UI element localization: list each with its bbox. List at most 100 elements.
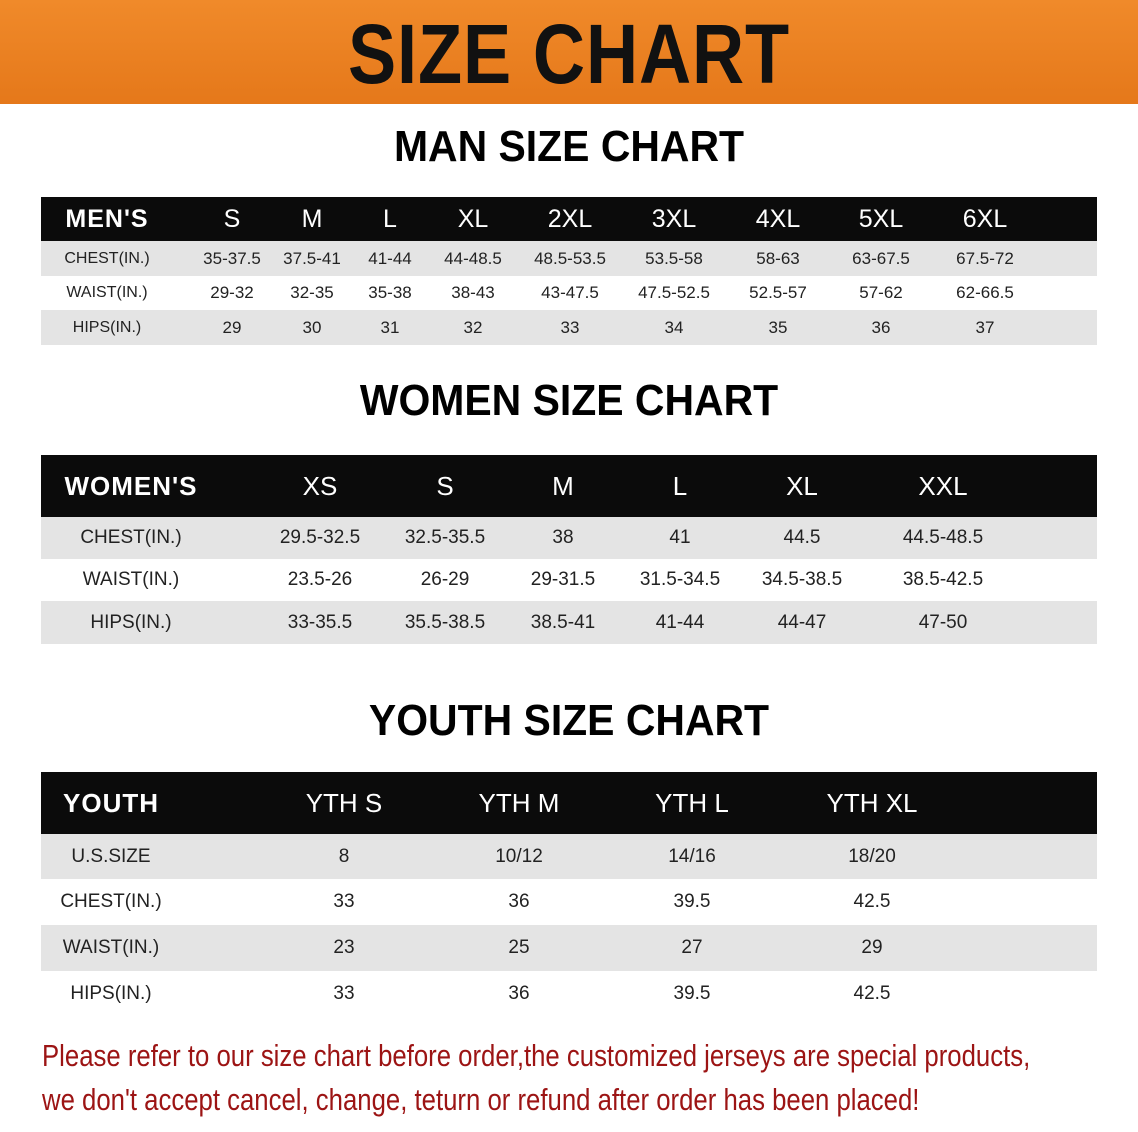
- table-cell: 33-35.5: [287, 611, 353, 633]
- size-header-cell: S: [223, 204, 241, 233]
- table-title-cell: MEN'S: [65, 204, 149, 233]
- table-cell: 14/16: [668, 845, 716, 867]
- table-cell: 42.5: [853, 891, 891, 912]
- measurement-label: HIPS(IN.): [72, 318, 142, 336]
- measurement-label: WAIST(IN.): [82, 569, 180, 590]
- table-cell: 29: [222, 317, 242, 337]
- table-title-cell: YOUTH: [63, 787, 159, 818]
- table-cell: 33: [560, 317, 580, 337]
- title-banner: SIZE CHART: [0, 0, 1138, 104]
- table-cell: 36: [871, 317, 891, 337]
- size-header-cell: L: [672, 470, 688, 501]
- table-row: HIPS(IN.) 29 30 31 32 33 34 35 36 37: [41, 310, 1097, 345]
- table-cell: 29.5-32.5: [279, 527, 361, 548]
- table-row: CHEST(IN.) 35-37.5 37.5-41 41-44 44-48.5 48.5…: [41, 241, 1097, 276]
- size-header-cell: XXL: [918, 470, 968, 501]
- table-cell: 57-62: [859, 283, 903, 302]
- table-cell: 36: [508, 982, 530, 1004]
- table-cell: 39.5: [673, 891, 711, 912]
- table-cell: 38.5-42.5: [902, 569, 984, 590]
- table-cell: 34: [664, 317, 684, 337]
- size-header-cell: M: [301, 204, 323, 233]
- youth-heading: YOUTH SIZE CHART: [368, 696, 770, 745]
- page-title: SIZE CHART: [347, 7, 791, 101]
- table-cell: 32: [463, 317, 483, 337]
- table-row: HIPS(IN.) 33-35.5 35.5-38.5 38.5-41 41-44 44-…: [41, 601, 1097, 644]
- size-header-cell: XS: [302, 470, 338, 501]
- table-cell: 35-38: [368, 283, 412, 302]
- table-cell: 33: [333, 891, 355, 912]
- table-row: U.S.SIZE 8 10/12 14/16 18/20: [41, 834, 1097, 879]
- table-header-row: MEN'S S M L XL 2XL 3XL 4XL 5XL 6XL: [41, 197, 1097, 241]
- size-header-cell: YTH XL: [826, 787, 918, 818]
- table-cell: 33: [333, 982, 355, 1004]
- size-header-cell: YTH L: [655, 787, 729, 818]
- table-cell: 25: [508, 937, 530, 958]
- table-cell: 48.5-53.5: [534, 248, 606, 268]
- table-cell: 29-31.5: [530, 569, 596, 590]
- table-cell: 44.5-48.5: [902, 527, 984, 548]
- women-heading: WOMEN SIZE CHART: [359, 376, 779, 425]
- measurement-label: HIPS(IN.): [90, 611, 172, 633]
- table-cell: 44-47: [777, 611, 827, 633]
- table-cell: 26-29: [420, 569, 470, 590]
- size-header-cell: 5XL: [858, 204, 904, 233]
- table-cell: 63-67.5: [852, 248, 910, 268]
- table-cell: 35.5-38.5: [404, 611, 486, 633]
- size-header-cell: 3XL: [651, 204, 697, 233]
- table-cell: 47.5-52.5: [638, 283, 710, 302]
- table-cell: 36: [508, 891, 530, 912]
- table-cell: 31: [380, 317, 400, 337]
- size-header-cell: 2XL: [547, 204, 593, 233]
- table-row: WAIST(IN.) 23.5-26 26-29 29-31.5 31.5-34.5 34…: [41, 559, 1097, 601]
- table-header-row: WOMEN'S XS S M L XL XXL: [41, 455, 1097, 517]
- table-cell: 42.5: [853, 982, 891, 1004]
- table-cell: 41-44: [655, 611, 705, 633]
- order-notice-line-2: we don't accept cancel, change, teturn o…: [42, 1082, 920, 1117]
- table-row: CHEST(IN.) 29.5-32.5 32.5-35.5 38 41 44.5 44.5…: [41, 517, 1097, 559]
- table-cell: 38.5-41: [530, 611, 596, 633]
- table-row: CHEST(IN.) 33 36 39.5 42.5: [41, 879, 1097, 925]
- table-cell: 35-37.5: [203, 248, 261, 268]
- table-row: HIPS(IN.) 33 36 39.5 42.5: [41, 971, 1097, 1016]
- table-cell: 32-35: [290, 283, 334, 302]
- table-cell: 47-50: [918, 611, 968, 633]
- table-cell: 23.5-26: [287, 569, 353, 590]
- table-row: WAIST(IN.) 29-32 32-35 35-38 38-43 43-47.5 47.…: [41, 276, 1097, 310]
- table-cell: 62-66.5: [956, 283, 1014, 302]
- measurement-label: CHEST(IN.): [80, 527, 182, 548]
- order-notice-line-1: Please refer to our size chart before or…: [42, 1038, 1031, 1073]
- table-cell: 53.5-58: [645, 248, 703, 268]
- table-cell: 31.5-34.5: [639, 569, 721, 590]
- table-cell: 52.5-57: [749, 283, 807, 302]
- measurement-label: WAIST(IN.): [62, 937, 160, 958]
- measurement-label: WAIST(IN.): [66, 284, 148, 301]
- size-header-cell: XL: [786, 470, 818, 501]
- table-cell: 43-47.5: [541, 283, 599, 302]
- size-header-cell: YTH S: [305, 787, 383, 818]
- table-cell: 8: [338, 845, 350, 867]
- table-header-row: YOUTH YTH S YTH M YTH L YTH XL: [41, 772, 1097, 834]
- measurement-label: CHEST(IN.): [60, 891, 162, 912]
- measurement-label: CHEST(IN.): [64, 249, 150, 267]
- table-cell: 58-63: [756, 248, 800, 268]
- measurement-label: U.S.SIZE: [71, 845, 151, 867]
- table-cell: 30: [302, 317, 322, 337]
- table-cell: 44-48.5: [444, 248, 502, 268]
- size-header-cell: 4XL: [755, 204, 801, 233]
- table-cell: 37: [975, 317, 995, 337]
- table-title-cell: WOMEN'S: [64, 470, 198, 501]
- size-header-cell: 6XL: [962, 204, 1008, 233]
- table-cell: 23: [333, 937, 355, 958]
- table-cell: 67.5-72: [956, 248, 1014, 268]
- table-cell: 39.5: [673, 982, 711, 1004]
- table-cell: 38-43: [451, 283, 495, 302]
- men-heading: MAN SIZE CHART: [393, 122, 745, 171]
- table-cell: 34.5-38.5: [761, 569, 843, 590]
- size-header-cell: L: [383, 204, 397, 233]
- measurement-label: HIPS(IN.): [70, 982, 152, 1004]
- size-header-cell: M: [552, 470, 574, 501]
- table-cell: 38: [552, 527, 574, 548]
- table-cell: 29: [861, 937, 883, 958]
- table-cell: 41-44: [368, 248, 412, 268]
